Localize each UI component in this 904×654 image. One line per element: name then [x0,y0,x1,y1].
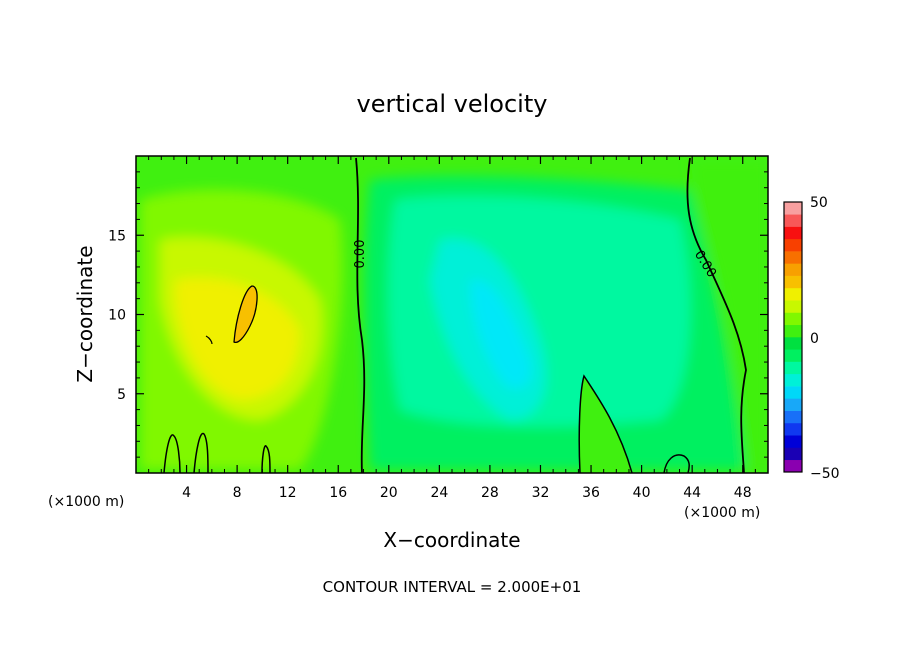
colorbar-swatch [784,312,802,326]
colorbar-swatch [784,373,802,387]
colorbar-swatch [784,435,802,448]
x-tick-label: 32 [532,485,550,501]
colorbar-swatch [784,275,802,289]
x-axis-label: X−coordinate [383,528,520,552]
colorbar-swatch [784,300,802,313]
colorbar-swatch [784,251,802,264]
x-tick-label: 36 [582,485,600,501]
colorbar-swatch [784,324,802,338]
colorbar-swatch [784,238,802,252]
x-tick-label: 20 [380,485,398,501]
colorbar-max-label: 50 [810,195,828,211]
y-tick-label: 5 [117,387,126,403]
contour-field [136,156,768,473]
colorbar-swatch [784,226,802,240]
colorbar-swatch [784,410,802,424]
x-unit-left: (×1000 m) [48,494,124,510]
x-tick-label: 28 [481,485,499,501]
x-tick-label: 8 [233,485,242,501]
x-tick-label: 24 [430,485,448,501]
colorbar-swatch [784,422,802,436]
contour-label: 0.00 [353,240,368,269]
colorbar-swatch [784,337,802,350]
x-tick-label: 48 [734,485,752,501]
colorbar-swatch [784,459,802,473]
x-tick-label: 44 [683,485,701,501]
colorbar-swatch [784,214,802,227]
colorbar-swatch [784,349,802,362]
colorbar-swatch [784,287,802,301]
colorbar [784,202,802,473]
colorbar-frame [783,201,803,473]
x-tick-label: 4 [182,485,191,501]
x-tick-label: 12 [279,485,297,501]
y-axis-label: Z−coordinate [73,245,97,382]
x-tick-label: 16 [329,485,347,501]
contour-interval-note: CONTOUR INTERVAL = 2.000E+01 [323,578,582,596]
x-tick-label: 40 [633,485,651,501]
y-tick-label: 15 [108,228,126,244]
x-unit-right: (×1000 m) [684,505,760,521]
colorbar-zero-label: 0 [810,331,819,347]
colorbar-swatch [784,386,802,399]
colorbar-swatch [784,447,802,461]
x-axis: 4 8 12 16 20 24 28 32 36 40 44 48 [148,156,756,501]
colorbar-min-label: −50 [810,466,840,482]
y-axis: 5 10 15 [108,171,768,458]
chart-title: vertical velocity [357,90,548,118]
colorbar-swatch [784,361,802,375]
colorbar-swatch [784,263,802,276]
y-tick-label: 10 [108,308,126,324]
colorbar-swatch [784,202,802,215]
colorbar-swatch [784,398,802,411]
